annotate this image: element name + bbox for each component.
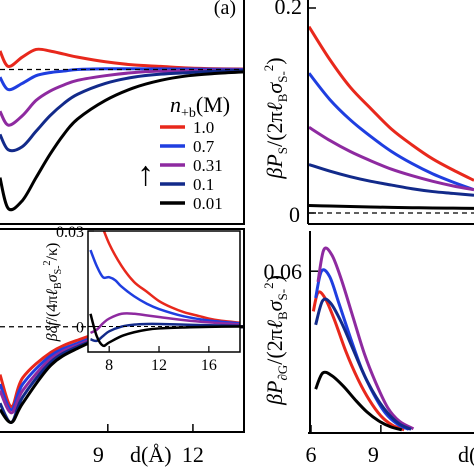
inset-frame <box>87 230 241 353</box>
panel-d-xlabel: d(Å) <box>458 442 474 467</box>
panel-d-series-line-1.0 <box>311 290 405 432</box>
panel-a-series-line-0.31 <box>0 68 244 127</box>
panel-a-series-line-0.01 <box>0 70 244 212</box>
panel-b-series-line-0.7 <box>309 72 474 192</box>
legend-label: 0.31 <box>193 156 223 175</box>
panel-d-ylabel: βP∂G/(2πℓBσS-2) <box>261 275 290 406</box>
panel-d-series-line-0.31 <box>316 246 415 431</box>
panel-a: (a) n+b(M) 1.00.70.310.10.01 ↑ <box>0 0 245 225</box>
panel-a-curves <box>0 47 244 212</box>
legend-label: 0.7 <box>193 137 215 156</box>
inset-series-line-1.0 <box>102 231 240 324</box>
panel-d: 0.06 6 9 d(Å) βP∂G/(2πℓBσS-2) <box>261 231 474 467</box>
inset-xtick-label: 16 <box>201 357 217 374</box>
panel-b-curves <box>309 25 474 210</box>
legend: n+b(M) 1.00.70.310.10.01 ↑ <box>137 92 230 213</box>
legend-label: 0.01 <box>193 194 223 213</box>
panel-b-ytick-label: 0 <box>289 202 300 227</box>
panel-b: 0.2 0 βPS/(2πℓBσS-2) <box>261 0 474 227</box>
panel-d-xtick-label: 9 <box>368 442 379 467</box>
inset-ylabel: βδf/(4πℓBσS-2/κ) <box>42 243 64 343</box>
panel-c-xticks: 9 12 <box>93 424 204 467</box>
panel-d-xtick-label: 6 <box>306 442 317 467</box>
legend-arrow: ↑ <box>137 156 154 193</box>
inset-ytick-label: 0 <box>76 320 84 337</box>
legend-title-n: n <box>170 92 181 117</box>
inset-series-line-0.01 <box>89 313 240 348</box>
panel-c-inset: 0 0.03 8 12 16 βδf/(4πℓBσS-2/κ) <box>42 224 241 374</box>
panel-b-series-line-1.0 <box>309 25 474 182</box>
inset-series-line-0.7 <box>89 249 240 325</box>
inset-xtick-label: 8 <box>105 357 113 374</box>
legend-title-sub: +b <box>181 106 196 121</box>
panel-b-series-line-0.31 <box>309 126 474 192</box>
inset-series-line-0.1 <box>90 322 240 343</box>
panel-c-xtick-label: 9 <box>93 442 104 467</box>
inset-ytick-label: 0.03 <box>56 224 84 241</box>
panel-b-ytick-label: 0.2 <box>275 0 303 19</box>
panel-a-frame <box>0 0 245 225</box>
legend-label: 1.0 <box>193 118 214 137</box>
legend-title-unit: (M) <box>196 92 230 117</box>
inset-series-line-0.31 <box>89 312 240 335</box>
panel-c-xlabel: d(Å) <box>130 442 172 467</box>
panel-d-series-line-0.1 <box>314 297 412 431</box>
panel-c-xtick-label: 12 <box>182 442 204 467</box>
legend-label: 0.1 <box>193 175 214 194</box>
panel-a-series-line-1.0 <box>0 47 244 71</box>
legend-items: 1.00.70.310.10.01 <box>160 118 223 213</box>
panel-d-series-line-0.01 <box>314 370 403 432</box>
inset-curves <box>89 231 240 348</box>
panel-a-series-line-0.7 <box>0 67 244 92</box>
legend-title: n+b(M) <box>170 92 230 121</box>
panel-d-curves <box>311 246 415 432</box>
panel-a-series-line-0.1 <box>0 68 244 153</box>
inset-ticks: 0 0.03 8 12 16 <box>56 224 217 374</box>
panel-b-series-line-0.1 <box>309 163 474 197</box>
inset-xtick-label: 12 <box>151 357 167 374</box>
panel-a-label: (a) <box>214 0 236 19</box>
panel-d-ticks: 0.06 6 9 <box>264 259 382 467</box>
panel-c-frame <box>0 228 245 433</box>
panel-b-series-line-0.01 <box>309 204 474 210</box>
panel-d-ytick-label: 0.06 <box>264 259 303 284</box>
panel-b-ylabel: βPS/(2πℓBσS-2) <box>261 57 290 179</box>
